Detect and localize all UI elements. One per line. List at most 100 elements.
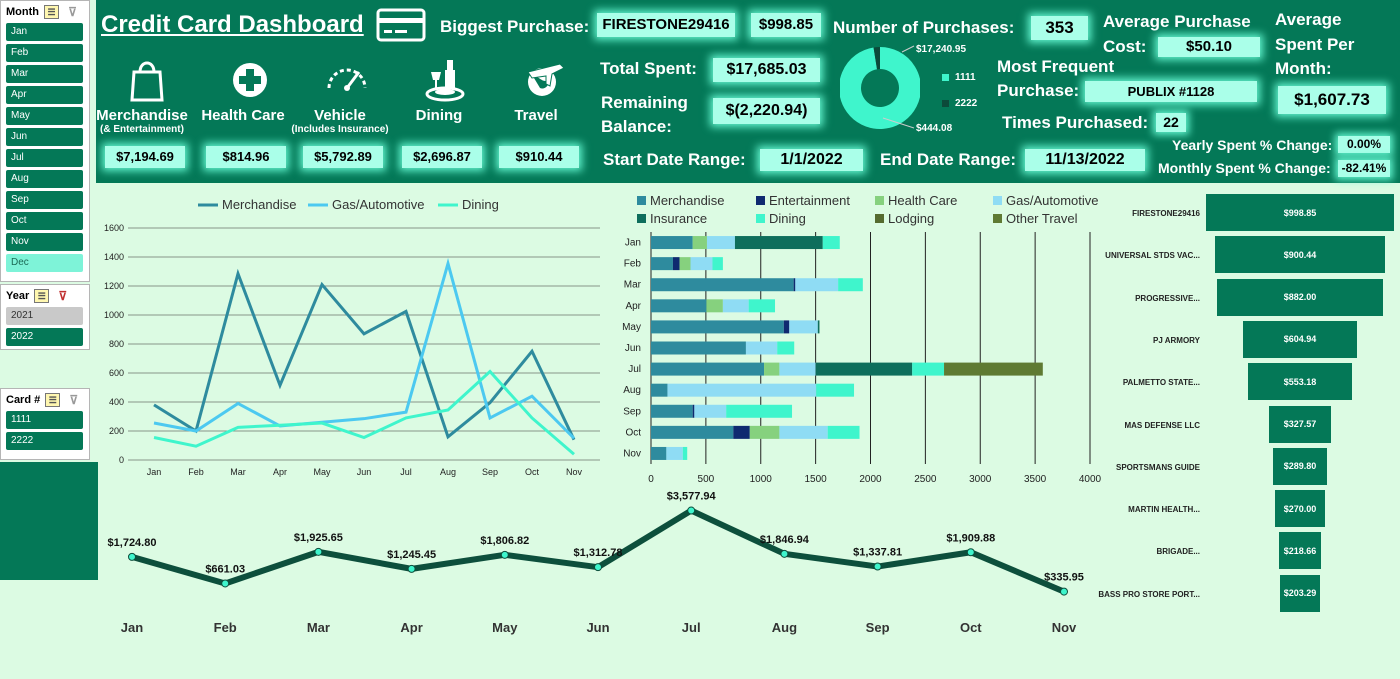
bar-segment <box>748 299 776 313</box>
x-tick-label: Apr <box>400 620 422 635</box>
x-tick-label: Oct <box>525 467 540 477</box>
data-label: $3,577.94 <box>667 491 717 503</box>
legend-swatch <box>756 214 765 223</box>
x-tick-label: 2000 <box>859 474 882 485</box>
y-tick-label: Aug <box>623 385 641 396</box>
bar-segment <box>694 404 727 418</box>
bar-segment <box>749 425 780 439</box>
funnel-label: MAS DEFENSE LLC <box>1124 420 1200 430</box>
avg-month-value: $1,607.73 <box>1278 86 1386 114</box>
donut-slice <box>840 47 920 129</box>
multi-select-icon[interactable]: ☰ <box>43 5 59 19</box>
most-freq-value: PUBLIX #1128 <box>1085 81 1257 102</box>
slicer-item-month[interactable]: Oct <box>6 212 83 230</box>
y-tick-label: Mar <box>624 280 642 291</box>
bar-segment <box>795 278 839 292</box>
num-purchases-value: 353 <box>1031 16 1088 40</box>
slicer-item-month[interactable]: Sep <box>6 191 83 209</box>
x-tick-label: 3000 <box>969 474 992 485</box>
multi-select-icon[interactable]: ☰ <box>45 393 61 407</box>
slicer-item-year[interactable]: 2022 <box>6 328 83 346</box>
legend-swatch <box>756 196 765 205</box>
donut-legend-label: 2222 <box>955 98 978 109</box>
funnel-bar: $553.18 <box>1247 363 1353 401</box>
data-point <box>500 550 509 559</box>
bar-segment <box>783 320 790 334</box>
y-tick-label: Oct <box>625 427 641 438</box>
avg-cost-value: $50.10 <box>1158 37 1260 57</box>
slicer-item-year[interactable]: 2021 <box>6 307 83 325</box>
funnel-label: FIRESTONE29416 <box>1132 209 1200 218</box>
bar-segment <box>838 278 863 292</box>
slicer-item-card[interactable]: 2222 <box>6 432 83 450</box>
speedometer-icon <box>327 68 367 91</box>
yearly-change-value: 0.00% <box>1338 136 1390 153</box>
clear-filter-icon[interactable]: ⊽ <box>68 5 77 19</box>
slicer-item-month[interactable]: Jan <box>6 23 83 41</box>
slicer-item-month[interactable]: Jun <box>6 128 83 146</box>
donut-legend-2222: 2222 <box>942 98 977 109</box>
legend-label: Merchandise <box>650 193 724 208</box>
bar-segment <box>822 236 840 250</box>
category-value: $5,792.89 <box>303 146 383 168</box>
category-subtitle: (Includes Insurance) <box>291 124 389 135</box>
avg-cost-label-1: Average Purchase <box>1103 12 1251 31</box>
data-label: $1,337.81 <box>853 547 902 559</box>
funnel-bar: $327.57 <box>1269 405 1331 443</box>
data-point <box>873 562 882 571</box>
month-slicer-title: Month <box>6 6 39 18</box>
clear-filter-icon[interactable]: ⊽ <box>69 393 79 407</box>
y-tick-label: Feb <box>624 259 642 270</box>
x-tick-label: 500 <box>698 474 715 485</box>
slicer-item-card[interactable]: 1111 <box>6 411 83 429</box>
data-label: $1,312.78 <box>574 547 623 559</box>
slicer-item-month[interactable]: Jul <box>6 149 83 167</box>
bar-segment <box>651 404 693 418</box>
multi-select-icon[interactable]: ☰ <box>34 289 50 303</box>
donut-leader-lines <box>882 45 915 129</box>
card-slicer-title: Card # <box>6 394 41 406</box>
bar-segment <box>651 425 734 439</box>
category-line-chart: 0 200 400 600 800 1000 1200 1400 1600 Jan Feb Mar Ap… <box>104 197 600 477</box>
bar-segment <box>912 362 945 376</box>
funnel-label: PALMETTO STATE... <box>1122 378 1200 388</box>
series-line <box>153 257 576 440</box>
times-value: 22 <box>1156 113 1186 132</box>
funnel-bar: $289.80 <box>1272 447 1328 485</box>
data-point <box>314 547 323 556</box>
legend-label: Health Care <box>888 193 957 208</box>
legend-swatch <box>637 196 646 205</box>
slicer-item-month[interactable]: Aug <box>6 170 83 188</box>
bar-segment <box>817 320 820 334</box>
x-tick-label: Apr <box>273 467 287 477</box>
y-tick-label: 1400 <box>104 252 124 262</box>
data-point <box>780 549 789 558</box>
slicer-item-month[interactable]: Apr <box>6 86 83 104</box>
yearly-change-label: Yearly Spent % Change: <box>1172 137 1333 153</box>
legend-label: Dining <box>769 211 806 226</box>
month-slicer: Month ☰ ⊽ Jan Feb Mar Apr May Jun Jul Aug Sep Oct… <box>0 0 90 282</box>
bar-segment <box>651 236 693 250</box>
slicer-item-month[interactable]: May <box>6 107 83 125</box>
bar-segment <box>712 257 723 271</box>
slicer-item-month[interactable]: Nov <box>6 233 83 251</box>
category-name: Travel <box>514 107 558 124</box>
bar-segment <box>672 257 680 271</box>
end-date-label: End Date Range: <box>880 150 1017 169</box>
clear-filter-icon[interactable]: ⊽ <box>58 289 68 303</box>
x-tick-label: 3500 <box>1024 474 1047 485</box>
bar-segment <box>789 320 818 334</box>
left-band <box>0 462 98 580</box>
credit-card-icon <box>376 8 426 42</box>
y-tick-label: May <box>622 322 641 333</box>
donut-label-bottom: $444.08 <box>916 123 953 134</box>
slicer-item-month[interactable]: Mar <box>6 65 83 83</box>
funnel-label: SPORTSMANS GUIDE <box>1115 462 1200 472</box>
bar-segment <box>722 299 749 313</box>
x-tick-label: Sep <box>866 620 890 635</box>
slicer-item-month[interactable]: Dec <box>6 254 83 272</box>
remaining-label-2: Balance: <box>601 117 672 136</box>
avg-month-label-2: Spent Per <box>1275 35 1355 54</box>
slicer-item-month[interactable]: Feb <box>6 44 83 62</box>
y-tick-label: 0 <box>119 455 124 465</box>
